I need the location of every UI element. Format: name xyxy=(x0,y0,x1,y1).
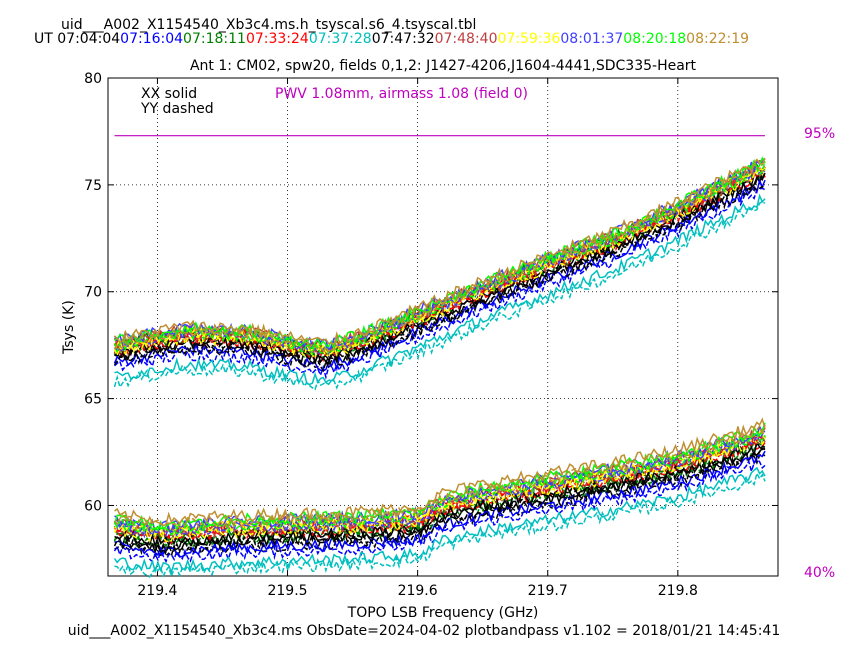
series-1-lower-yy xyxy=(113,458,766,564)
series-4-lower-xx xyxy=(113,466,766,575)
series-layer xyxy=(113,156,766,579)
chart-title: Ant 1: CM02, spw20, fields 0,1,2: J1427-… xyxy=(190,58,697,74)
ut-time-8: 08:01:37 xyxy=(560,31,623,47)
x-tick-label: 219.4 xyxy=(137,583,177,599)
series-7-lower-yy xyxy=(113,437,766,544)
y-tick-label: 60 xyxy=(84,498,102,514)
legend-xx: XX solid xyxy=(141,86,197,102)
ut-time-0: 07:04:04 xyxy=(57,31,120,47)
ut-time-3: 07:33:24 xyxy=(246,31,309,47)
x-axis-ticks: 219.4 219.5 219.6 219.7 219.8 xyxy=(137,78,698,599)
ut-times-line: UT 07:04:0407:16:0407:18:1107:33:2407:37… xyxy=(34,31,749,47)
x-tick-label: 219.8 xyxy=(658,583,698,599)
series-10-upper-xx xyxy=(113,158,766,347)
y-tick-label: 70 xyxy=(84,285,102,301)
ut-label: UT xyxy=(34,31,53,47)
series-5-lower-yy xyxy=(113,445,766,554)
ut-time-6: 07:48:40 xyxy=(435,31,498,47)
plot-frame xyxy=(107,77,779,577)
x-tick-label: 219.7 xyxy=(528,583,568,599)
footer-info: uid___A002_X1154540_Xb3c4.ms ObsDate=202… xyxy=(68,623,781,639)
series-5-upper-yy xyxy=(113,185,766,373)
y-tick-label: 80 xyxy=(84,71,102,87)
series-4-lower-yy xyxy=(114,471,766,579)
series-6-lower-yy xyxy=(114,434,766,539)
transmission-95-label: 95% xyxy=(804,126,835,142)
ut-time-9: 08:20:18 xyxy=(623,31,686,47)
series-10-upper-yy xyxy=(113,160,766,354)
x-axis-label: TOPO LSB Frequency (GHz) xyxy=(347,605,539,621)
legend-yy: YY dashed xyxy=(140,101,214,117)
ut-time-7: 07:59:36 xyxy=(498,31,561,47)
file-title: uid___A002_X1154540_Xb3c4.ms.h_tsyscal.s… xyxy=(61,17,476,33)
series-4-upper-yy xyxy=(113,201,766,391)
y-axis-label: Tsys (K) xyxy=(61,300,77,355)
series-1-upper-xx xyxy=(113,177,766,372)
series-9-upper-xx xyxy=(114,156,766,351)
ut-time-4: 07:37:28 xyxy=(309,31,372,47)
y-tick-label: 65 xyxy=(84,392,102,408)
series-1-upper-yy xyxy=(113,187,766,380)
pwv-annotation: PWV 1.08mm, airmass 1.08 (field 0) xyxy=(275,86,528,102)
series-4-upper-xx xyxy=(114,193,766,386)
series-1-lower-xx xyxy=(114,450,766,558)
series-6-upper-xx xyxy=(113,157,766,354)
series-9-upper-yy xyxy=(113,161,766,357)
x-tick-label: 219.5 xyxy=(267,583,307,599)
transmission-40-label: 40% xyxy=(804,565,835,581)
ut-time-10: 08:22:19 xyxy=(686,31,749,47)
ut-time-2: 07:18:11 xyxy=(183,31,246,47)
series-8-lower-yy xyxy=(113,430,766,540)
ut-time-1: 07:16:04 xyxy=(120,31,183,47)
y-axis-ticks: 60 65 70 75 80 xyxy=(84,71,778,514)
x-tick-label: 219.6 xyxy=(398,583,438,599)
y-tick-label: 75 xyxy=(84,178,102,194)
ut-time-5: 07:47:32 xyxy=(372,31,435,47)
series-10-lower-xx xyxy=(114,417,766,526)
series-10-lower-yy xyxy=(113,424,766,531)
